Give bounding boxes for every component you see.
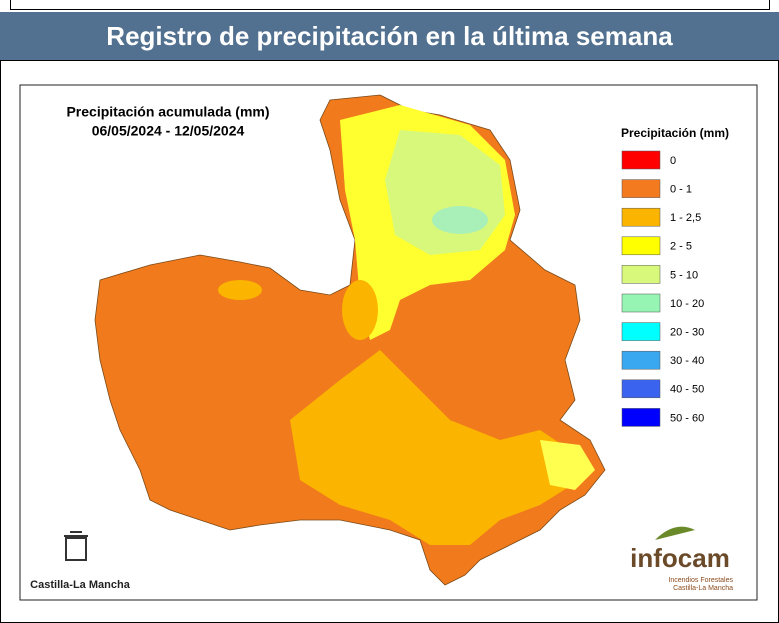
logo-right-leaf	[655, 526, 695, 540]
legend-swatch	[621, 379, 661, 399]
header-title: Registro de precipitación en la última s…	[0, 12, 779, 60]
top-strip	[10, 0, 770, 10]
zone-yellow2	[540, 440, 595, 490]
legend-swatch	[621, 179, 661, 198]
legend-swatch	[621, 322, 661, 341]
legend-label: 0	[670, 155, 676, 167]
legend-label: 5 - 10	[670, 269, 698, 281]
legend-swatch	[621, 350, 661, 370]
zone-amber3	[218, 280, 262, 300]
legend-title: Precipitación (mm)	[621, 126, 729, 140]
map-title: Precipitación acumulada (mm)	[66, 104, 269, 120]
logo-left: Castilla-La Mancha	[30, 579, 131, 591]
zone-amber	[290, 350, 580, 545]
zone-lightgreen	[432, 206, 488, 234]
legend-label: 2 - 5	[670, 241, 692, 253]
legend-label: 30 - 40	[670, 355, 704, 367]
legend-label: 40 - 50	[670, 384, 704, 396]
logo-right: infocam	[630, 543, 730, 573]
legend-label: 1 - 2,5	[670, 212, 701, 224]
legend-swatch	[621, 207, 661, 227]
logo-right-line1: Incendios Forestales	[668, 577, 733, 584]
legend-swatch	[621, 150, 661, 170]
legend-swatch	[621, 293, 661, 313]
logo-right-line2: Castilla-La Mancha	[673, 585, 733, 592]
legend-label: 0 - 1	[670, 184, 692, 196]
legend-swatch	[621, 265, 661, 284]
legend-label: 50 - 60	[670, 412, 704, 424]
zone-amber2	[342, 280, 378, 340]
legend-swatch	[621, 408, 661, 427]
legend-label: 10 - 20	[670, 298, 704, 310]
legend-swatch	[621, 236, 661, 256]
logo-left-icon	[64, 531, 88, 561]
map-date: 06/05/2024 - 12/05/2024	[92, 123, 245, 139]
legend-label: 20 - 30	[670, 327, 704, 339]
